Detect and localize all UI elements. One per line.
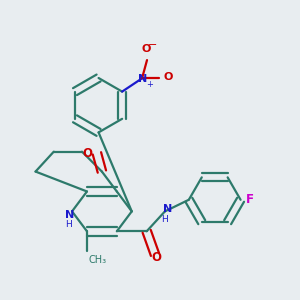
- Text: N: N: [65, 210, 74, 220]
- Text: O: O: [151, 251, 161, 264]
- Text: O: O: [163, 72, 172, 82]
- Text: H: H: [65, 220, 72, 229]
- Text: O: O: [142, 44, 151, 55]
- Text: H: H: [162, 215, 168, 224]
- Text: N: N: [138, 74, 147, 84]
- Text: N: N: [163, 204, 172, 214]
- Text: F: F: [246, 193, 254, 206]
- Text: +: +: [146, 80, 153, 89]
- Text: O: O: [82, 147, 92, 160]
- Text: −: −: [148, 40, 158, 50]
- Text: CH₃: CH₃: [88, 254, 107, 265]
